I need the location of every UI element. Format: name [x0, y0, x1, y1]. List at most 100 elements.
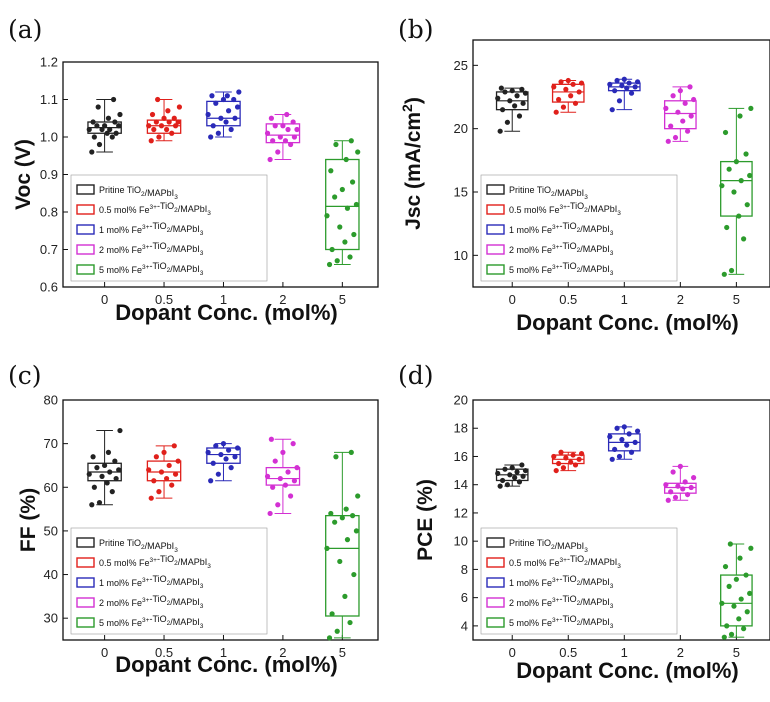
legend-entry: 0.5 mol% Fe3+-TiO2/MAPbI3: [509, 554, 621, 570]
x-axis-label: Dopant Conc. (mol%): [115, 652, 337, 677]
x-tick-label: 5: [733, 292, 740, 307]
data-point: [576, 89, 582, 95]
data-point: [282, 482, 289, 488]
data-point: [287, 493, 294, 499]
data-point: [687, 84, 693, 90]
data-point: [209, 93, 215, 99]
data-point: [672, 134, 679, 141]
data-point: [153, 454, 159, 460]
data-point: [284, 111, 290, 118]
data-point: [96, 141, 103, 148]
data-point: [324, 213, 330, 219]
data-point: [626, 431, 632, 437]
legend-frame: [70, 174, 268, 282]
data-point: [349, 513, 356, 519]
data-point: [677, 88, 683, 94]
data-point: [728, 267, 735, 274]
legend-entry: 5 mol% Fe3+-TiO2/MAPbI3: [99, 614, 204, 630]
data-point: [272, 458, 278, 464]
data-point: [86, 126, 92, 133]
data-point: [619, 83, 625, 89]
data-point: [499, 107, 506, 113]
data-point: [333, 141, 339, 148]
data-point: [337, 224, 343, 230]
data-point: [498, 85, 504, 91]
box-iqr: [663, 482, 697, 494]
data-point: [663, 482, 669, 488]
data-point: [665, 497, 671, 503]
data-point: [215, 471, 221, 477]
box-0.5: [146, 96, 182, 144]
data-point: [148, 138, 154, 144]
data-point: [156, 489, 162, 495]
data-point: [612, 446, 618, 453]
legend-entry: 5 mol% Fe3+-TiO2/MAPbI3: [509, 614, 614, 630]
data-point: [99, 126, 105, 133]
x-tick-label: 0: [101, 645, 108, 660]
data-point: [110, 96, 117, 103]
data-point: [733, 576, 739, 582]
data-point: [234, 104, 241, 110]
data-point: [520, 100, 526, 106]
data-point: [558, 79, 564, 85]
data-point: [231, 96, 237, 103]
legend-entry: 2 mol% Fe3+-TiO2/MAPbI3: [509, 594, 614, 610]
box-5: [719, 541, 754, 640]
box-iqr: [206, 447, 241, 464]
data-point: [175, 458, 181, 464]
box-1: [607, 76, 641, 113]
legend-entry: 5 mol% Fe3+-TiO2/MAPbI3: [99, 261, 204, 277]
data-point: [504, 482, 510, 488]
data-point: [522, 467, 529, 474]
data-point: [328, 168, 334, 174]
legend-swatch: [76, 557, 95, 568]
legend-swatch: [486, 224, 505, 235]
data-point: [146, 467, 152, 473]
data-point: [570, 452, 576, 458]
data-point: [553, 109, 559, 115]
data-point: [104, 480, 110, 486]
data-point: [558, 449, 564, 455]
x-tick-label: 0.5: [155, 292, 173, 307]
panel-label: (c): [8, 361, 42, 390]
data-point: [95, 104, 101, 110]
data-point: [568, 459, 574, 465]
y-tick-label: 15: [454, 185, 468, 200]
y-axis-label: Voc (V): [12, 139, 35, 210]
y-tick-label: 14: [454, 477, 468, 492]
data-point: [634, 79, 641, 85]
box-2: [264, 436, 301, 517]
x-tick-label: 0.5: [559, 292, 577, 307]
y-tick-label: 16: [454, 449, 468, 464]
box-1: [205, 441, 241, 484]
data-point: [225, 447, 232, 453]
data-point: [626, 80, 632, 86]
data-point: [551, 453, 557, 460]
data-point: [741, 236, 747, 242]
y-tick-label: 20: [454, 393, 468, 408]
y-axis-label: FF (%): [17, 488, 40, 552]
data-point: [112, 119, 118, 125]
legend-swatch: [76, 577, 95, 588]
legend-swatch: [486, 617, 505, 628]
data-point: [560, 104, 567, 110]
y-tick-label: 4: [461, 618, 468, 633]
data-point: [351, 231, 357, 238]
data-point: [337, 558, 343, 565]
data-point: [277, 475, 283, 482]
plot-frame: [472, 399, 770, 641]
legend-entry: 1 mol% Fe3+-TiO2/MAPbI3: [99, 574, 204, 590]
x-tick-label: 0: [509, 292, 516, 307]
data-point: [290, 119, 296, 125]
data-point: [516, 479, 523, 485]
legend-swatch: [486, 264, 505, 275]
data-point: [105, 115, 112, 121]
data-point: [342, 239, 348, 245]
data-point: [632, 439, 638, 445]
data-point: [744, 609, 750, 615]
data-point: [285, 469, 291, 475]
data-point: [213, 443, 219, 449]
data-point: [614, 77, 620, 84]
y-tick-label: 12: [454, 505, 468, 520]
